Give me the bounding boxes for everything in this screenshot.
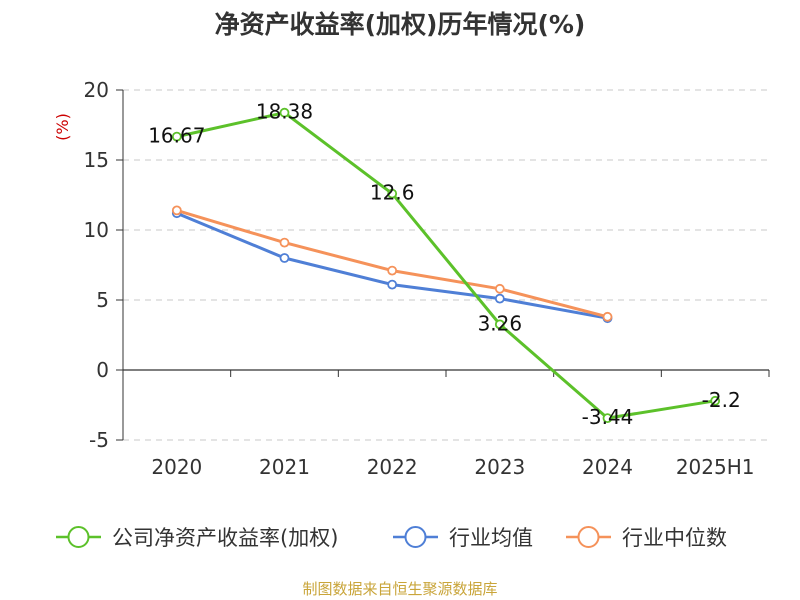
- data-label: -3.44: [582, 405, 634, 429]
- y-tick-label: -5: [89, 428, 109, 452]
- data-source-note: 制图数据来自恒生聚源数据库: [302, 580, 497, 598]
- series-point: [602, 311, 613, 322]
- data-label: 18.38: [256, 100, 313, 124]
- legend-label: 行业中位数: [622, 526, 727, 550]
- y-tick-label: 10: [84, 218, 109, 242]
- x-tick-label: 2020: [151, 455, 202, 479]
- series-point: [171, 131, 182, 142]
- legend-label: 公司净资产收益率(加权): [112, 526, 338, 550]
- legend-label: 行业均值: [449, 526, 533, 550]
- y-tick-label: 15: [84, 148, 109, 172]
- data-labels: 16.67 18.38 12.6 3.26 -3.44 -2.2: [148, 100, 740, 429]
- data-label: -2.2: [702, 388, 741, 412]
- x-tick-label: 2023: [474, 455, 525, 479]
- x-tick-label: 2024: [582, 455, 633, 479]
- series-point: [387, 188, 398, 199]
- series-point: [494, 293, 505, 304]
- legend-swatch-marker: [404, 526, 427, 548]
- y-tick-label: 20: [84, 78, 109, 102]
- series-line: [176, 111, 716, 420]
- legend: 公司净资产收益率(加权) 行业均值 行业中位数: [56, 526, 727, 550]
- legend-swatch-marker: [67, 526, 90, 548]
- series-point: [171, 205, 182, 216]
- series-point: [494, 319, 505, 330]
- x-tick-label: 2025H1: [676, 455, 755, 479]
- y-tick-label: 0: [96, 358, 109, 382]
- chart-title: 净资产收益率(加权)历年情况(%): [215, 10, 586, 39]
- series-point: [602, 413, 613, 424]
- y-axis-unit: (%): [53, 113, 72, 141]
- series-point: [279, 237, 290, 248]
- data-label: 16.67: [148, 124, 205, 148]
- gridlines: [123, 89, 769, 441]
- legend-swatch-marker: [577, 526, 600, 548]
- x-tick-label: 2021: [259, 455, 310, 479]
- series-point: [710, 395, 721, 406]
- y-tick-labels: 20 15 10 5 0 -5: [84, 78, 109, 452]
- series-point: [279, 107, 290, 118]
- series-line: [176, 208, 608, 319]
- axes: [116, 89, 770, 441]
- data-label: 3.26: [478, 311, 523, 335]
- x-tick-labels: 2020 2021 2022 2023 2024 2025H1: [151, 455, 754, 479]
- series-point: [387, 279, 398, 290]
- series-point: [494, 283, 505, 294]
- series-point: [279, 253, 290, 263]
- data-label: 12.6: [370, 181, 415, 205]
- x-tick-label: 2022: [367, 455, 418, 479]
- y-tick-label: 5: [96, 288, 109, 312]
- series-point: [387, 265, 398, 276]
- series-lines: [171, 107, 721, 424]
